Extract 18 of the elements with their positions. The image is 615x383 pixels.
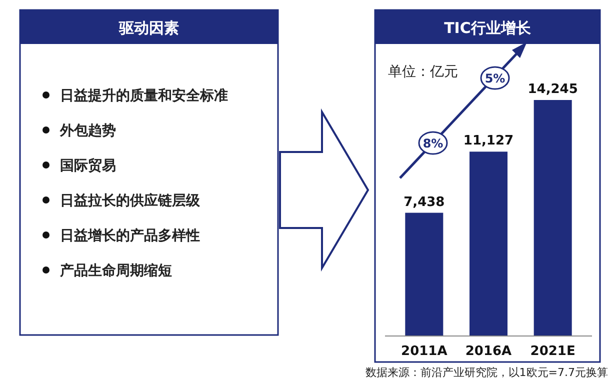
text: 外包趋势 (59, 123, 116, 139)
text: 驱动因素 (118, 19, 179, 37)
text: 日益提升的质量和安全标准 (60, 87, 228, 104)
x-tick-label: 2011A (401, 344, 448, 359)
text: 日益拉长的供应链层级 (60, 192, 201, 209)
text: 产品生命周期缩短 (59, 262, 172, 279)
x-tick-label: 2016A (465, 344, 512, 359)
data-label: 14,245 (528, 82, 578, 97)
x-tick-label: 2021E (530, 344, 576, 359)
annotation: 8% (422, 136, 444, 150)
source-note: 数据来源：前沿产业研究院，以1欧元=7.7元换算 (365, 366, 608, 379)
chart-title: TIC行业增长 (444, 19, 532, 37)
text: 国际贸易 (60, 157, 116, 174)
data-label: 11,127 (463, 134, 514, 149)
data-label: 7,438 (404, 194, 445, 210)
chart-subtitle: 单位：亿元 (388, 64, 458, 80)
text: 5% (484, 72, 506, 86)
text: 日益增长的产品多样性 (60, 227, 200, 244)
